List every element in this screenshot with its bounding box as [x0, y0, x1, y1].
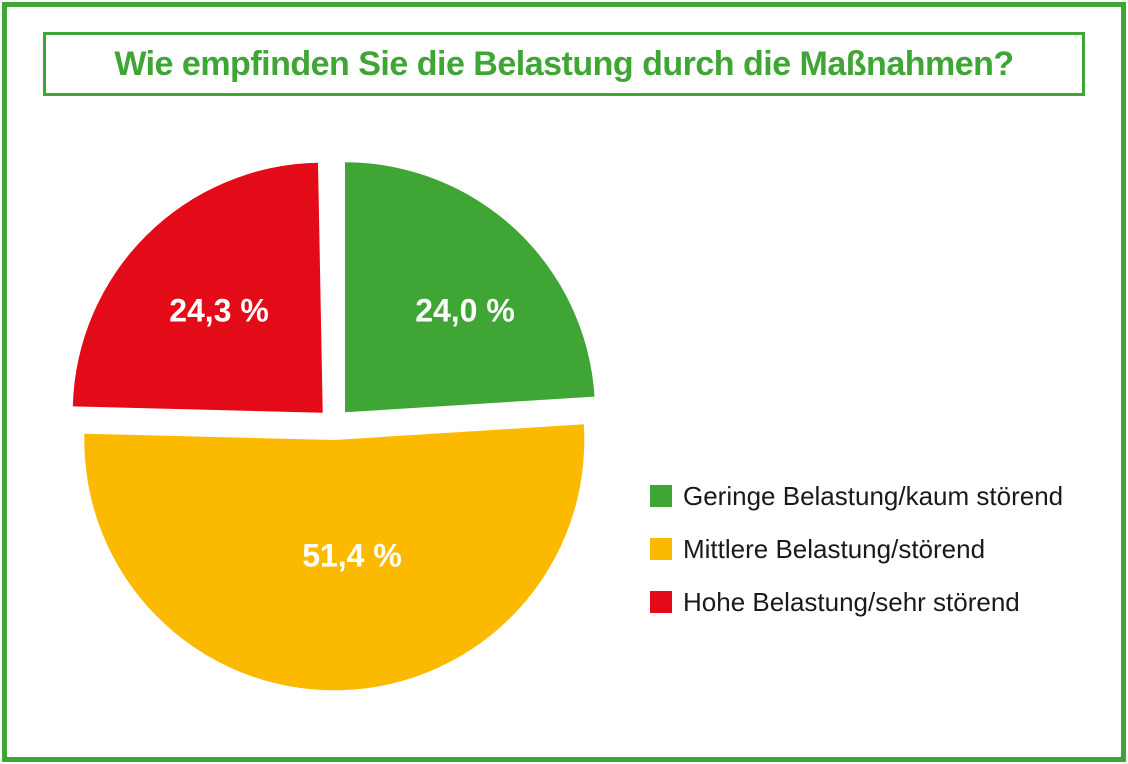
legend-item-geringe-belastung: Geringe Belastung/kaum störend — [650, 480, 1064, 511]
legend-label-mittlere-belastung: Mittlere Belastung/störend — [683, 533, 986, 564]
legend-label-geringe-belastung: Geringe Belastung/kaum störend — [683, 480, 1064, 511]
title-box: Wie empfinden Sie die Belastung durch di… — [43, 32, 1085, 96]
legend-swatch-yellow-icon — [650, 538, 672, 560]
slice-value-hohe-belastung: 24,3 % — [169, 292, 269, 329]
pie-slice-geringe-belastung — [345, 162, 595, 413]
legend-swatch-red-icon — [650, 591, 672, 613]
legend-item-hohe-belastung: Hohe Belastung/sehr störend — [650, 586, 1063, 617]
pie-slice-mittlere-belastung — [84, 424, 585, 691]
pie-slice-hohe-belastung — [72, 162, 323, 413]
legend-swatch-green-icon — [650, 485, 672, 507]
legend: Geringe Belastung/kaum störend Mittlere … — [650, 480, 1064, 642]
legend-item-mittlere-belastung: Mittlere Belastung/störend — [650, 533, 1063, 564]
slice-value-geringe-belastung: 24,0 % — [415, 292, 515, 329]
legend-label-hohe-belastung: Hohe Belastung/sehr störend — [683, 586, 1020, 617]
slice-value-mittlere-belastung: 51,4 % — [302, 537, 402, 574]
chart-title: Wie empfinden Sie die Belastung durch di… — [114, 44, 1014, 83]
